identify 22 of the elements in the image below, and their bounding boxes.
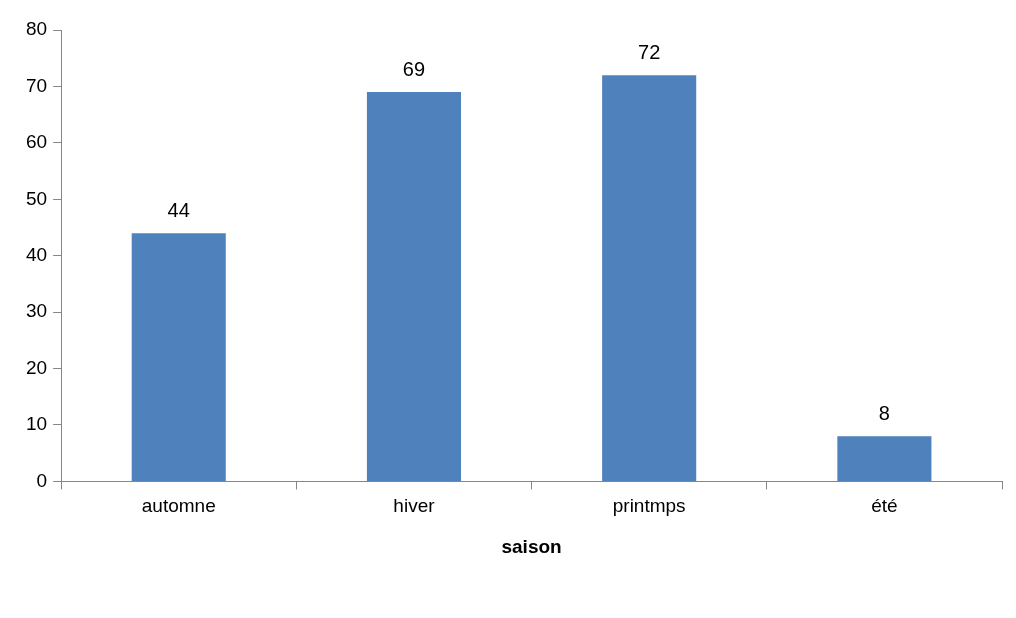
bar — [837, 436, 932, 481]
x-axis-title: saison — [501, 535, 562, 557]
x-tick-label: automne — [141, 495, 216, 517]
data-label: 69 — [402, 57, 426, 80]
x-tick-label: printmps — [612, 495, 686, 517]
y-tick-label: 50 — [25, 187, 48, 209]
bar — [131, 233, 226, 481]
y-tick-label: 10 — [25, 413, 48, 435]
y-tick-label: 20 — [25, 356, 48, 378]
data-label: 8 — [878, 401, 890, 424]
y-tick-label: 80 — [25, 18, 48, 40]
y-tick-label: 60 — [25, 131, 48, 153]
y-tick-label: 30 — [25, 300, 48, 322]
bar — [366, 92, 461, 481]
data-label: 72 — [638, 40, 661, 63]
x-tick-label: été — [871, 495, 898, 517]
y-tick-label: 40 — [25, 243, 48, 265]
x-tick-label: hiver — [393, 495, 436, 517]
data-label: 44 — [167, 198, 190, 221]
bar — [602, 75, 697, 481]
y-tick-label: 0 — [36, 469, 48, 491]
y-tick-label: 70 — [25, 74, 48, 96]
